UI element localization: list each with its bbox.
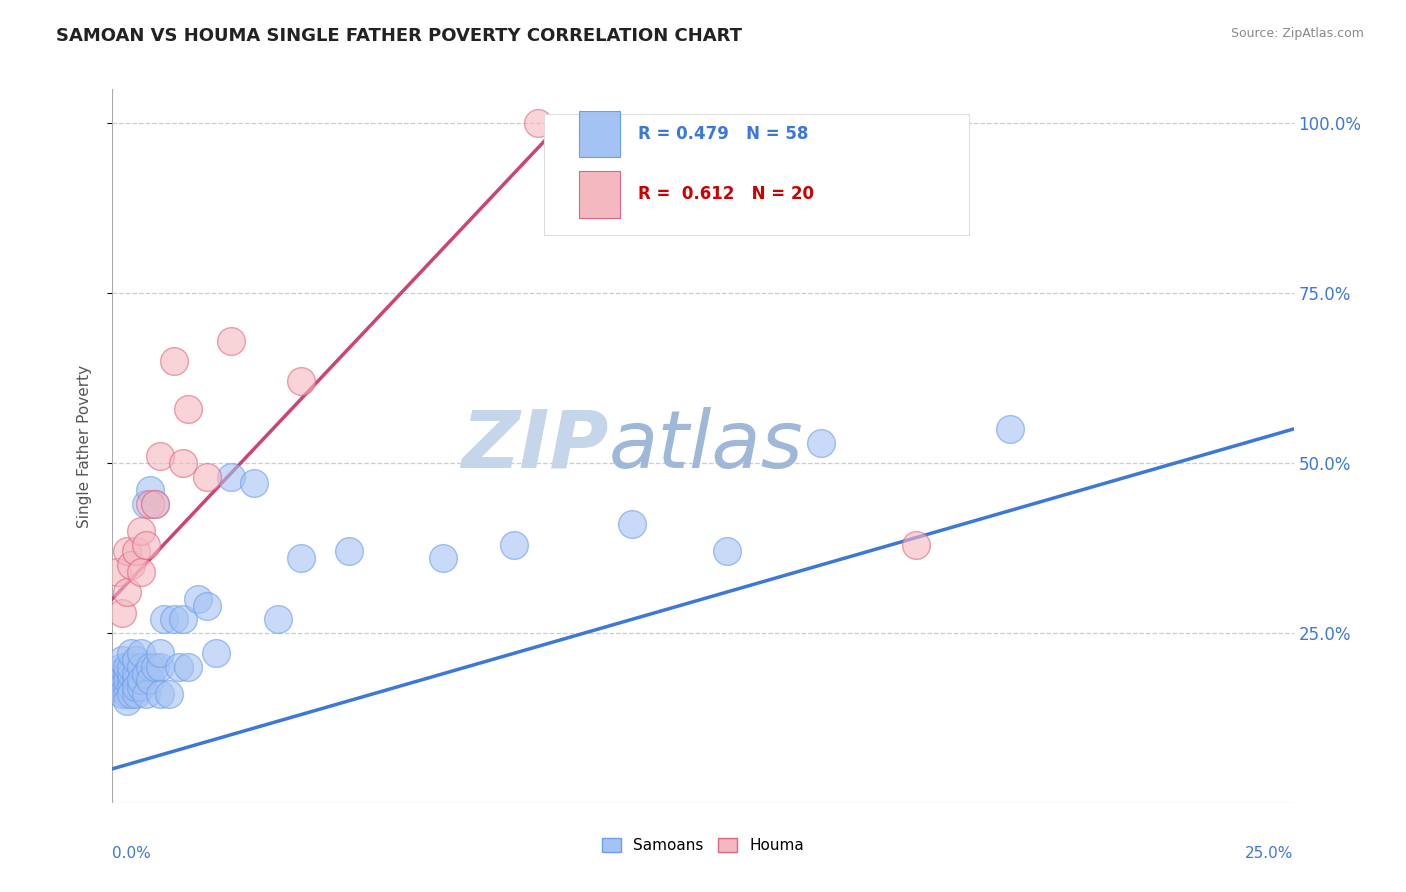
Point [172,456,194,470]
Point [432,551,454,566]
Legend: Samoans, Houma: Samoans, Houma [596,832,810,859]
Point [163,612,186,626]
Text: Source: ZipAtlas.com: Source: ZipAtlas.com [1230,27,1364,40]
Point [195,599,218,613]
Point [105,680,128,694]
FancyBboxPatch shape [544,114,969,235]
Point [129,660,152,674]
Point [120,666,142,681]
Point [125,666,148,681]
Point [125,687,148,701]
Point [129,673,152,688]
Point [267,612,290,626]
Point [167,660,190,674]
Point [157,687,180,701]
Point [139,660,162,674]
Point [120,660,142,674]
Point [149,660,172,674]
Point [105,565,128,579]
Point [205,646,228,660]
Point [115,673,138,688]
Point [149,449,172,463]
Point [143,660,166,674]
Point [153,612,176,626]
Y-axis label: Single Father Poverty: Single Father Poverty [77,365,91,527]
Point [503,537,526,551]
Point [120,646,142,660]
Point [195,469,218,483]
Point [115,544,138,558]
Point [125,673,148,688]
Point [115,680,138,694]
Text: R = 0.479   N = 58: R = 0.479 N = 58 [638,125,808,143]
Point [526,116,548,130]
Point [998,422,1021,436]
Text: R =  0.612   N = 20: R = 0.612 N = 20 [638,186,814,203]
Point [115,660,138,674]
Point [219,469,242,483]
Point [219,334,242,348]
FancyBboxPatch shape [579,171,620,218]
Text: 0.0%: 0.0% [112,846,152,861]
Point [135,687,157,701]
Point [129,646,152,660]
Point [111,673,134,688]
Point [129,680,152,694]
Point [115,585,138,599]
Point [810,435,832,450]
Point [172,612,194,626]
Point [621,517,644,532]
Text: ZIP: ZIP [461,407,609,485]
Text: SAMOAN VS HOUMA SINGLE FATHER POVERTY CORRELATION CHART: SAMOAN VS HOUMA SINGLE FATHER POVERTY CO… [56,27,742,45]
Point [135,537,157,551]
Point [135,497,157,511]
Point [177,660,200,674]
Point [186,591,208,606]
Point [716,544,738,558]
Point [111,687,134,701]
Point [177,401,200,416]
Point [139,673,162,688]
Point [120,673,142,688]
Point [115,687,138,701]
Point [135,666,157,681]
Point [105,666,128,681]
Point [111,660,134,674]
Point [125,653,148,667]
Text: 25.0%: 25.0% [1246,846,1294,861]
Point [149,687,172,701]
Point [337,544,360,558]
Point [120,687,142,701]
Point [120,680,142,694]
Point [120,558,142,572]
Text: atlas: atlas [609,407,803,485]
FancyBboxPatch shape [579,111,620,157]
Point [139,497,162,511]
Point [143,497,166,511]
Point [125,680,148,694]
Point [139,483,162,498]
Point [125,544,148,558]
Point [149,646,172,660]
Point [904,537,927,551]
Point [129,524,152,538]
Point [290,551,312,566]
Point [111,606,134,620]
Point [129,565,152,579]
Point [143,497,166,511]
Point [163,354,186,368]
Point [115,694,138,708]
Point [111,653,134,667]
Point [243,476,266,491]
Point [290,375,312,389]
Point [115,666,138,681]
